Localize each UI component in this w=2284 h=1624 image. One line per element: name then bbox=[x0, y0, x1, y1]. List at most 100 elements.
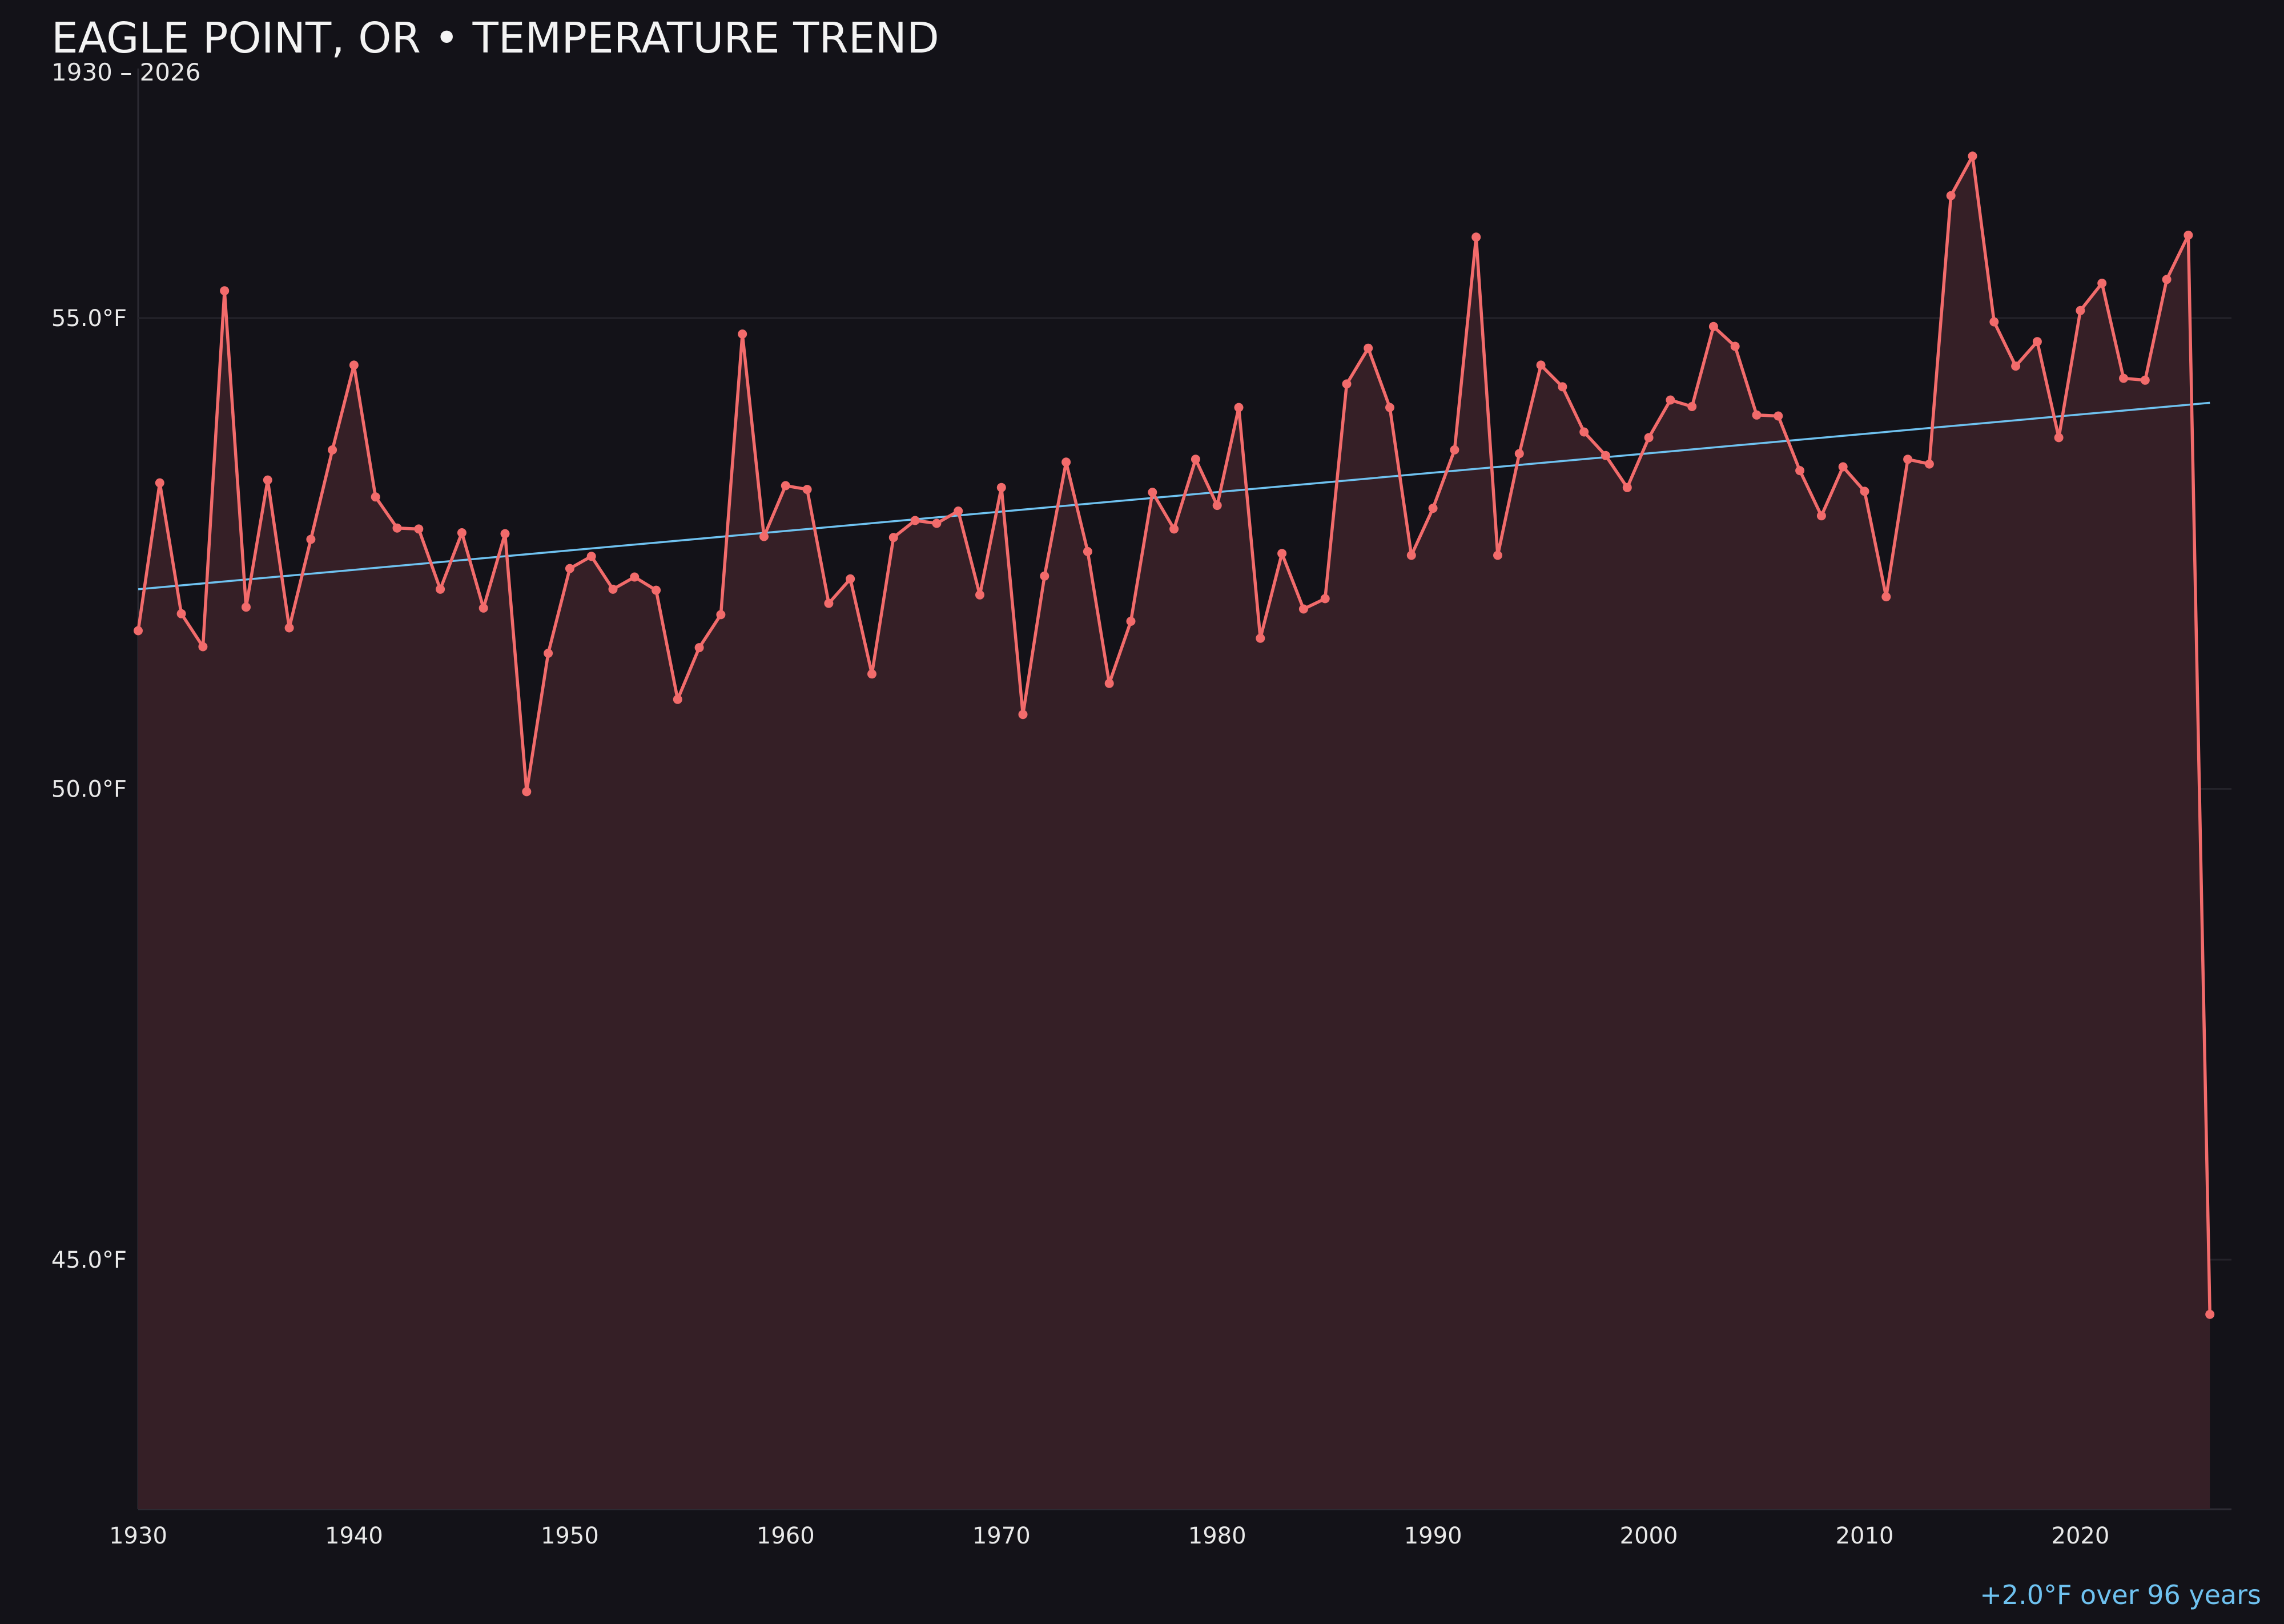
data-point bbox=[2076, 305, 2085, 315]
y-tick-label: 45.0°F bbox=[51, 1247, 127, 1273]
data-point bbox=[954, 507, 963, 516]
data-point bbox=[888, 533, 898, 542]
data-point bbox=[134, 626, 143, 636]
data-point bbox=[716, 610, 726, 620]
trend-annotation: +2.0°F over 96 years bbox=[1980, 1579, 2261, 1610]
data-point bbox=[349, 360, 359, 370]
data-point bbox=[263, 475, 272, 485]
data-point bbox=[522, 787, 532, 797]
data-point bbox=[824, 598, 834, 608]
data-point bbox=[176, 609, 186, 618]
data-point bbox=[1774, 411, 1783, 421]
data-point bbox=[1342, 379, 1352, 389]
data-point bbox=[2184, 230, 2193, 240]
data-point bbox=[328, 445, 337, 455]
data-point bbox=[1256, 633, 1265, 643]
data-point bbox=[478, 603, 488, 613]
data-point bbox=[1298, 604, 1308, 614]
data-point bbox=[220, 286, 230, 296]
data-point bbox=[846, 574, 855, 584]
chart-subtitle: 1930 – 2026 bbox=[51, 58, 201, 86]
data-point bbox=[1148, 488, 1157, 497]
chart-title: EAGLE POINT, OR • TEMPERATURE TREND bbox=[51, 14, 939, 63]
data-point bbox=[457, 528, 467, 537]
area-fill-layer bbox=[138, 156, 2210, 1510]
data-point bbox=[996, 483, 1006, 492]
data-point bbox=[802, 485, 812, 495]
data-point bbox=[2119, 373, 2128, 383]
data-point bbox=[1622, 483, 1632, 492]
data-point bbox=[1708, 321, 1718, 331]
data-point bbox=[565, 564, 574, 573]
data-point bbox=[1104, 678, 1114, 688]
data-point bbox=[694, 643, 704, 653]
data-point bbox=[1644, 433, 1654, 443]
data-point bbox=[1666, 395, 1675, 405]
data-point bbox=[155, 478, 164, 488]
data-point bbox=[2011, 361, 2021, 371]
data-point bbox=[1946, 191, 1956, 200]
data-point bbox=[1385, 403, 1394, 412]
data-point bbox=[2162, 275, 2172, 284]
data-point bbox=[673, 694, 682, 704]
data-point bbox=[306, 534, 316, 544]
x-tick-label: 2010 bbox=[1836, 1523, 1894, 1549]
data-point bbox=[867, 669, 876, 679]
x-tick-label: 1970 bbox=[972, 1523, 1031, 1549]
x-tick-labels: 1930 1940 1950 1960 1970 1980 1990 2000 2010 2020 bbox=[109, 1523, 2109, 1549]
data-point bbox=[1881, 592, 1891, 602]
data-point bbox=[1320, 594, 1330, 604]
data-point bbox=[2032, 337, 2042, 347]
data-point bbox=[652, 585, 661, 595]
data-point bbox=[500, 529, 510, 538]
data-point bbox=[759, 532, 769, 541]
data-point bbox=[630, 572, 640, 582]
data-point bbox=[1558, 382, 1567, 392]
x-tick-label: 1980 bbox=[1188, 1523, 1246, 1549]
y-tick-label: 55.0°F bbox=[51, 305, 127, 332]
data-point bbox=[1364, 343, 1373, 353]
data-point bbox=[436, 584, 445, 594]
data-point bbox=[1514, 449, 1524, 459]
data-point bbox=[1903, 455, 1913, 464]
data-point bbox=[1191, 455, 1200, 464]
data-point bbox=[1493, 550, 1502, 560]
x-tick-label: 1950 bbox=[541, 1523, 599, 1549]
data-point bbox=[1752, 410, 1762, 420]
trend-line bbox=[138, 401, 2210, 590]
y-tick-labels: 45.0°F 50.0°F 55.0°F bbox=[51, 305, 127, 1273]
data-point bbox=[1536, 360, 1546, 370]
data-point bbox=[1579, 427, 1589, 437]
data-point bbox=[1838, 462, 1848, 472]
data-point bbox=[1924, 459, 1934, 469]
trend-layer bbox=[138, 401, 2210, 590]
data-point bbox=[910, 516, 920, 525]
data-point bbox=[544, 649, 553, 658]
data-point bbox=[1860, 487, 1869, 496]
data-point bbox=[1234, 403, 1244, 412]
data-point bbox=[1018, 710, 1028, 719]
data-point bbox=[738, 329, 747, 339]
data-point bbox=[2205, 1309, 2215, 1319]
data-point bbox=[1040, 571, 1049, 581]
data-point bbox=[242, 602, 251, 612]
data-point bbox=[1428, 504, 1438, 513]
data-point bbox=[2097, 279, 2107, 288]
data-point bbox=[1601, 451, 1610, 460]
data-point bbox=[586, 552, 596, 561]
data-point bbox=[371, 492, 380, 502]
data-point bbox=[1989, 317, 1999, 327]
data-point bbox=[2054, 433, 2064, 443]
data-point bbox=[1471, 232, 1481, 242]
x-tick-label: 2020 bbox=[2052, 1523, 2110, 1549]
data-point bbox=[284, 623, 294, 633]
data-point bbox=[1730, 341, 1740, 351]
data-point bbox=[1406, 550, 1416, 560]
data-points bbox=[134, 151, 2215, 1319]
y-tick-label: 50.0°F bbox=[51, 777, 127, 803]
data-point bbox=[932, 518, 942, 528]
data-point bbox=[392, 523, 402, 533]
x-tick-label: 2000 bbox=[1620, 1523, 1678, 1549]
data-point bbox=[198, 642, 208, 652]
